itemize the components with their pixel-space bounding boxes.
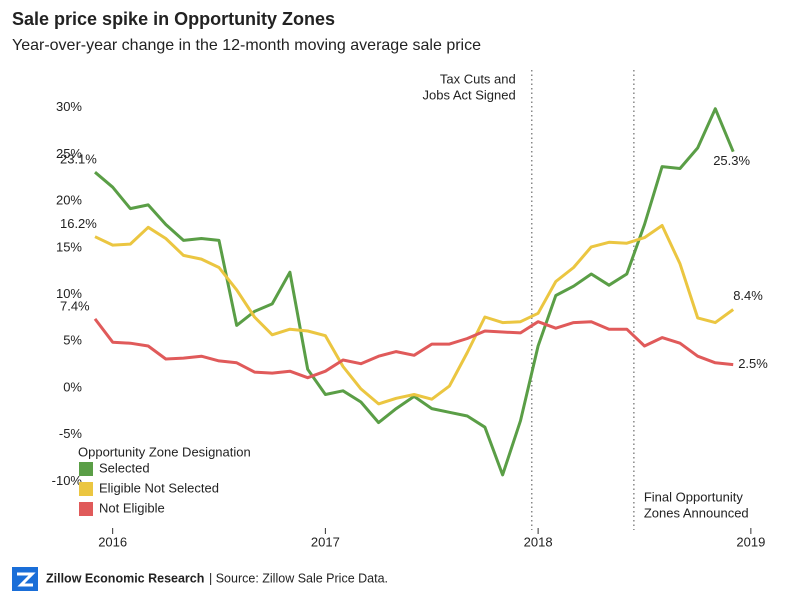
legend-label: Eligible Not Selected xyxy=(99,480,219,495)
legend-swatch xyxy=(79,462,93,476)
event-label: Jobs Act Signed xyxy=(423,87,516,102)
value-label: 23.1% xyxy=(60,152,97,167)
x-tick-label: 2016 xyxy=(98,534,127,549)
y-tick-label: -10% xyxy=(52,473,83,488)
legend-label: Selected xyxy=(99,460,150,475)
y-tick-label: 15% xyxy=(56,239,82,254)
footer-source: | Source: Zillow Sale Price Data. xyxy=(209,571,388,585)
chart-subtitle: Year-over-year change in the 12-month mo… xyxy=(12,37,481,54)
legend-title: Opportunity Zone Designation xyxy=(78,444,251,459)
y-tick-label: 10% xyxy=(56,286,82,301)
x-tick-label: 2019 xyxy=(736,534,765,549)
y-tick-label: 5% xyxy=(63,333,82,348)
y-tick-label: 0% xyxy=(63,379,82,394)
x-tick-label: 2017 xyxy=(311,534,340,549)
event-label: Tax Cuts and xyxy=(440,71,516,86)
value-label: 8.4% xyxy=(733,288,763,303)
event-label: Zones Announced xyxy=(644,505,749,520)
value-label: 16.2% xyxy=(60,216,97,231)
series-line xyxy=(93,317,734,380)
y-tick-label: -5% xyxy=(59,426,83,441)
y-tick-label: 20% xyxy=(56,193,82,208)
event-label: Final Opportunity xyxy=(644,489,743,504)
chart-title: Sale price spike in Opportunity Zones xyxy=(12,9,335,29)
y-tick-label: 30% xyxy=(56,99,82,114)
legend-swatch xyxy=(79,502,93,516)
series-line xyxy=(94,224,735,406)
value-label: 2.5% xyxy=(738,356,768,371)
y-tick-label: 25% xyxy=(56,146,82,161)
value-label: 25.3% xyxy=(713,153,750,168)
legend-swatch xyxy=(79,482,93,496)
footer-logo xyxy=(12,567,38,591)
footer-brand: Zillow Economic Research xyxy=(46,571,204,585)
value-label: 7.4% xyxy=(60,298,90,313)
legend-label: Not Eligible xyxy=(99,500,165,515)
series-line xyxy=(94,107,735,477)
x-tick-label: 2018 xyxy=(524,534,553,549)
